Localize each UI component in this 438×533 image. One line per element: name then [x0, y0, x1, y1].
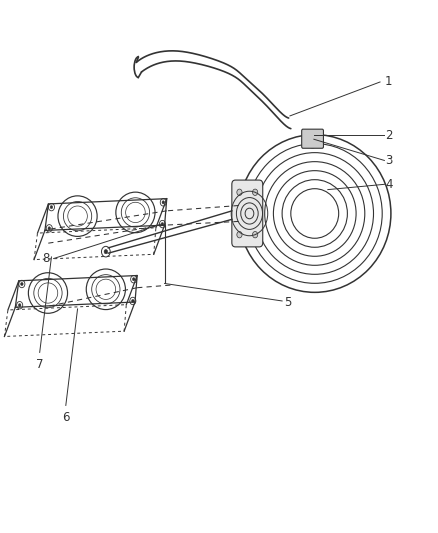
Circle shape [253, 189, 258, 196]
Circle shape [237, 231, 242, 238]
Circle shape [104, 249, 108, 254]
Circle shape [162, 201, 165, 204]
Circle shape [18, 304, 21, 307]
Text: 2: 2 [385, 128, 393, 141]
Text: 4: 4 [385, 178, 393, 191]
Circle shape [306, 131, 320, 148]
Text: 1: 1 [385, 76, 392, 88]
Circle shape [21, 282, 23, 286]
Circle shape [50, 206, 53, 209]
FancyBboxPatch shape [232, 180, 263, 247]
Circle shape [48, 227, 50, 230]
Text: 7: 7 [36, 358, 43, 370]
Text: 6: 6 [62, 411, 70, 424]
Circle shape [132, 278, 135, 281]
Text: 5: 5 [284, 296, 292, 309]
Text: 3: 3 [385, 154, 392, 167]
Circle shape [253, 231, 258, 238]
Circle shape [161, 222, 164, 225]
Circle shape [237, 189, 242, 196]
Circle shape [131, 300, 134, 303]
FancyBboxPatch shape [302, 129, 323, 148]
Text: 8: 8 [42, 252, 49, 265]
